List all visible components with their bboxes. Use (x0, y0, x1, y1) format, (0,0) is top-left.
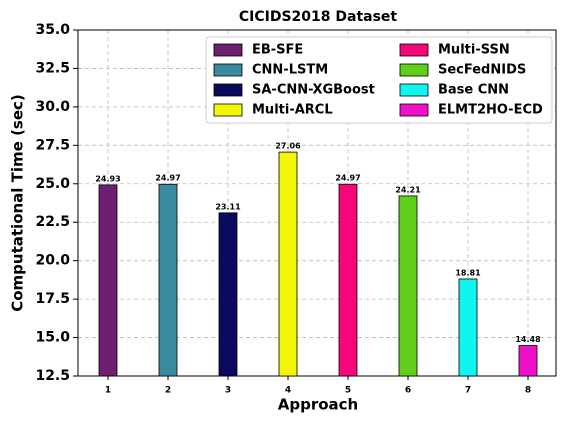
bar (158, 183, 178, 377)
legend-swatch (213, 103, 243, 117)
legend-label: SecFedNIDS (438, 63, 526, 78)
legend-label: ELMT2HO-ECD (438, 103, 543, 118)
bar (338, 183, 358, 377)
y-tick-label: 27.5 (35, 137, 70, 153)
legend-label: Multi-SSN (438, 43, 510, 58)
y-tick-label: 25.0 (35, 176, 70, 192)
x-tick-label: 1 (105, 386, 111, 396)
legend-swatch (213, 83, 243, 97)
legend-label: Base CNN (438, 83, 509, 98)
value-label: 24.21 (395, 185, 421, 194)
x-tick-label: 3 (225, 386, 231, 396)
y-axis-label: Computational Time (sec) (9, 94, 27, 312)
chart-title: CICIDS2018 Dataset (239, 9, 398, 25)
x-tick-label: 7 (465, 386, 471, 396)
legend-swatch (399, 103, 429, 117)
value-label: 14.48 (515, 335, 541, 344)
value-label: 24.97 (335, 174, 360, 183)
y-tick-label: 20.0 (35, 253, 70, 269)
y-tick-label: 35.0 (35, 22, 70, 38)
y-tick-label: 15.0 (35, 330, 70, 346)
value-label: 18.81 (455, 268, 481, 277)
bar (278, 151, 298, 377)
x-tick-label: 6 (405, 386, 411, 396)
legend-swatch (399, 63, 429, 77)
legend-label: EB-SFE (252, 43, 303, 58)
bar (398, 195, 418, 377)
legend-label: SA-CNN-XGBoost (252, 83, 375, 98)
bar (218, 212, 238, 377)
legend-swatch (213, 63, 243, 77)
x-axis-label: Approach (278, 396, 358, 414)
legend-label: CNN-LSTM (252, 63, 328, 78)
x-tick-label: 5 (345, 386, 351, 396)
value-label: 27.06 (275, 142, 301, 151)
x-tick-label: 2 (165, 386, 171, 396)
legend-swatch (213, 43, 243, 57)
bar (518, 345, 538, 377)
value-label: 24.93 (95, 174, 120, 183)
legend-swatch (399, 83, 429, 97)
plot-frame (77, 29, 557, 377)
value-label: 24.97 (155, 174, 180, 183)
bar (458, 278, 478, 377)
legend-swatch (399, 43, 429, 57)
value-label: 23.11 (215, 202, 241, 211)
y-tick-label: 30.0 (35, 99, 70, 115)
y-tick-label: 32.5 (35, 60, 70, 76)
legend-box (205, 36, 553, 124)
y-tick-label: 22.5 (35, 214, 70, 230)
y-tick-label: 17.5 (35, 291, 70, 307)
y-tick-label: 12.5 (35, 368, 70, 384)
bar (98, 184, 118, 377)
x-tick-label: 4 (285, 386, 291, 396)
x-tick-label: 8 (525, 386, 531, 396)
legend-label: Multi-ARCL (252, 103, 333, 118)
